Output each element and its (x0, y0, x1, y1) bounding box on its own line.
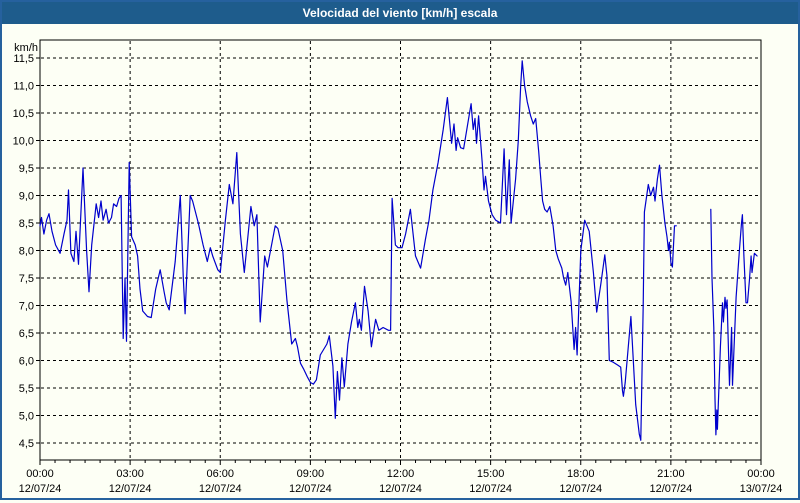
y-tick-label: 11,0 (13, 81, 34, 93)
y-tick-label: 5,0 (19, 411, 34, 423)
x-tick-date: 12/07/24 (19, 483, 62, 495)
x-tick-date: 12/07/24 (199, 483, 242, 495)
y-tick-label: 10,5 (13, 108, 34, 120)
x-tick-time: 03:00 (116, 468, 144, 480)
x-tick-time: 21:00 (657, 468, 685, 480)
y-tick-label: 9,0 (19, 191, 34, 203)
y-tick-label: 7,0 (19, 301, 34, 313)
x-tick-time: 09:00 (297, 468, 325, 480)
x-tick-date: 12/07/24 (289, 483, 332, 495)
chart-title-bar: Velocidad del viento [km/h] escala (2, 2, 798, 24)
y-tick-label: 8,0 (19, 246, 34, 258)
y-tick-label: 4,5 (19, 438, 34, 450)
y-tick-label: 9,5 (19, 163, 34, 175)
x-tick-time: 00:00 (747, 468, 775, 480)
plot-frame (39, 39, 762, 461)
y-tick-label: 6,5 (19, 328, 34, 340)
y-tick-label: 11,5 (13, 53, 34, 65)
x-tick-time: 12:00 (387, 468, 415, 480)
x-tick-date: 12/07/24 (559, 483, 602, 495)
x-tick-date: 12/07/24 (379, 483, 422, 495)
x-tick-date: 13/07/24 (740, 483, 783, 495)
x-tick-time: 15:00 (477, 468, 505, 480)
y-tick-label: 8,5 (19, 218, 34, 230)
wind-speed-line (39, 60, 758, 441)
y-tick-label: 7,5 (19, 273, 34, 285)
x-tick-time: 06:00 (206, 468, 234, 480)
chart-title: Velocidad del viento [km/h] escala (302, 6, 498, 20)
y-tick-label: 10,0 (13, 136, 34, 148)
x-tick-time: 18:00 (567, 468, 595, 480)
y-tick-label: 6,0 (19, 356, 34, 368)
x-tick-time: 00:00 (26, 468, 54, 480)
y-axis-unit-label: km/h (14, 42, 38, 54)
x-tick-date: 12/07/24 (109, 483, 152, 495)
y-tick-label: 5,5 (19, 383, 34, 395)
x-tick-date: 12/07/24 (649, 483, 692, 495)
x-tick-date: 12/07/24 (469, 483, 512, 495)
